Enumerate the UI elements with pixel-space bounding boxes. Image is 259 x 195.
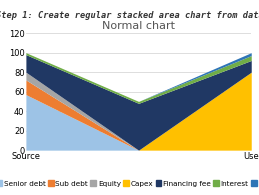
Text: Step 1: Create regular stacked area chart from data: Step 1: Create regular stacked area char… bbox=[0, 11, 259, 20]
Title: Normal chart: Normal chart bbox=[102, 21, 175, 31]
Legend: Senior debt, Sub debt, Equity, Capex, Financing fee, Interest, Gap: Senior debt, Sub debt, Equity, Capex, Fi… bbox=[0, 178, 259, 189]
